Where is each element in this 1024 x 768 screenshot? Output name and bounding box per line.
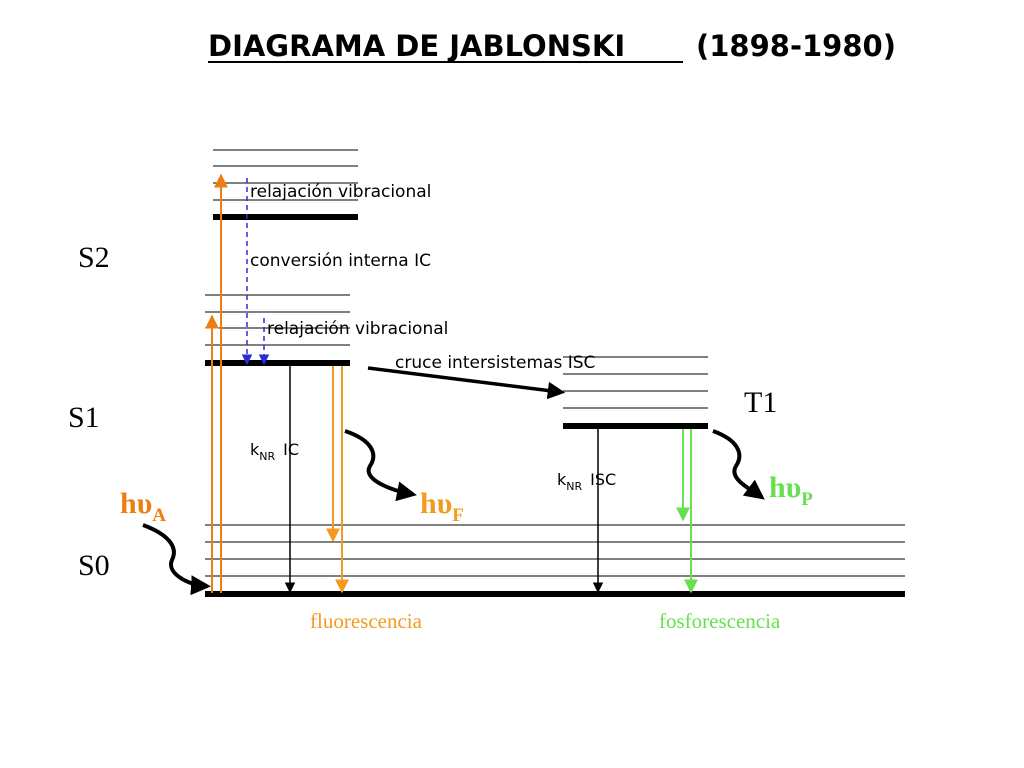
photon-label-absorption: hυA [120,487,166,526]
label-vibrational-relaxation-s1: relajación vibracional [267,319,448,339]
isc-arrow [367,366,566,400]
photon-label-fluorescence: hυF [420,487,464,526]
absorption-photon-wave [142,523,211,596]
label-knr-ic: kNR IC [250,440,299,463]
label-vibrational-relaxation-s2: relajación vibracional [250,182,431,202]
footer-label-fluorescence: fluorescencia [310,609,423,633]
state-label-s0: S0 [78,549,110,582]
state-label-s1: S1 [68,401,100,434]
diagram-title: DIAGRAMA DE JABLONSKI [208,29,625,63]
phosphorescence-photon-wave [712,429,765,500]
state-label-s2: S2 [78,241,110,274]
footer-label-phosphorescence: fosforescencia [659,609,781,633]
s0-vibrational-levels [205,524,905,577]
state-label-t1: T1 [744,386,777,419]
label-internal-conversion: conversión interna IC [250,251,431,271]
photon-label-phosphorescence: hυP [769,471,813,510]
t1-vibrational-levels [563,356,708,409]
label-isc: cruce intersistemas ISC [395,353,595,373]
s2-vibrational-levels [213,149,358,201]
fluorescence-photon-wave [344,429,417,502]
diagram-title-years: (1898-1980) [696,29,896,63]
label-knr-isc: kNR ISC [557,470,616,493]
s1-vibrational-levels [205,294,350,346]
